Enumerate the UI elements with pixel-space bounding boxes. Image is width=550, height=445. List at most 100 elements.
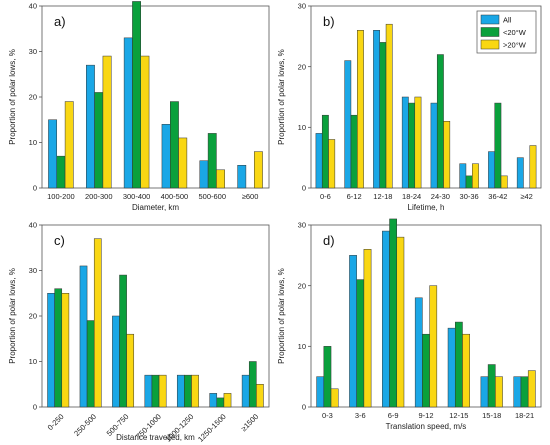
bar-20W-2 [132,1,141,189]
x-tick-label: 100-200 [47,192,75,201]
bar-20W-5 [223,393,232,408]
y-tick-label: 0 [302,403,306,412]
y-tick-label: 0 [33,403,37,412]
bar-20W-1 [350,114,358,189]
bar-20W-4 [454,321,463,408]
bar-20W-6 [520,376,529,408]
x-tick-label: 36-42 [488,192,507,201]
panel-c: 0 10 20 30 40 Proportion of polar lows, % 0-25… [8,221,270,444]
bar-20W-6 [494,102,502,189]
bar-20W-5 [216,397,225,408]
bar-20W-4 [436,54,444,189]
legend-swatch [480,27,500,37]
y-tick-label: 20 [29,312,37,321]
x-tick-label: 300-400 [123,192,151,201]
bar-All-2 [373,30,380,189]
x-tick-label: 12-18 [373,192,392,201]
y-tick-label: 30 [29,47,37,56]
x-tick-label: 1250-1500 [196,412,228,444]
bar-20W-1 [363,249,372,408]
x-tick-label: 15-18 [482,411,501,420]
y-axis-label: Proportion of polar lows, % [8,49,17,145]
bar-20W-1 [102,55,112,189]
bar-20W-6 [248,361,257,408]
panel-a: 0 10 20 30 40 Proportion of polar lows, % 100-… [8,1,270,212]
y-tick-label: 40 [29,2,37,11]
bar-20W-0 [56,155,66,189]
x-tick-label: 0-250 [46,412,66,432]
bar-20W-3 [170,101,179,189]
bar-20W-5 [487,364,496,408]
y-axis-label: Proportion of polar lows, % [277,268,286,364]
y-tick-label: 0 [33,184,37,193]
bar-20W-2 [396,236,405,408]
y-tick-label: 0 [302,184,306,193]
y-tick-label: 30 [298,221,306,230]
bar-20W-4 [462,333,470,408]
y-tick-label: 20 [29,93,37,102]
panel-b: 0 10 20 30 Proportion of polar lows, % 0-6 6-1… [277,2,542,212]
y-tick-label: 30 [29,266,37,275]
x-tick-label: 9-12 [418,411,433,420]
legend-label: All [503,16,512,25]
x-tick-label: 12-15 [449,411,468,420]
panel-label: d) [323,233,335,248]
x-tick-label: 6-9 [388,411,399,420]
bar-All-7 [516,157,524,189]
x-axis-label: Translation speed, m/s [386,422,467,431]
y-tick-label: 30 [298,2,306,11]
bar-20W-2 [140,55,150,189]
bar-20W-4 [443,121,451,189]
bar-20W-5 [253,151,263,189]
legend-label: <20°W [503,28,527,37]
bar-20W-6 [527,370,536,408]
bar-20W-4 [184,374,192,408]
legend-swatch [480,39,500,50]
panel-d: 0 10 20 30 Proportion of polar lows, % 0-3 3-6… [277,218,542,431]
bar-All-1 [349,255,357,408]
x-tick-label: 0-6 [320,192,331,201]
legend-label: >20°W [503,41,527,50]
bar-All-3 [144,374,153,408]
bar-20W-1 [356,279,365,408]
bar-20W-3 [158,374,167,408]
bar-20W-1 [94,92,104,189]
bar-All-4 [176,374,185,408]
panel-label: b) [323,14,335,29]
bar-All-5 [459,163,467,189]
bar-20W-1 [357,30,364,189]
bar-All-1 [79,265,88,408]
bar-All-5 [237,165,247,189]
x-tick-label: 3-6 [355,411,366,420]
bar-All-4 [447,327,456,408]
bar-All-3 [414,297,423,408]
bar-All-0 [315,133,323,189]
x-tick-label: 400-500 [161,192,189,201]
bar-All-1 [344,60,352,189]
bar-20W-6 [256,384,264,408]
bar-All-3 [401,96,409,189]
x-tick-label: ≥42 [520,192,532,201]
bar-20W-0 [330,388,339,408]
bar-20W-2 [389,218,398,408]
y-tick-label: 10 [29,138,37,147]
y-tick-label: 10 [29,357,37,366]
bar-20W-5 [495,376,503,408]
bar-20W-4 [216,169,225,189]
x-axis-label: Diameter, km [132,203,179,212]
bar-20W-0 [328,139,336,189]
bar-20W-0 [323,346,332,408]
panel-label: c) [54,233,65,248]
bar-20W-2 [385,23,393,189]
bar-20W-3 [414,96,422,189]
bar-20W-6 [500,175,508,189]
legend-swatch [480,14,500,25]
x-tick-label: 24-30 [431,192,450,201]
bar-20W-3 [408,102,416,189]
plot-frame [41,5,270,189]
x-tick-label: 18-21 [515,411,534,420]
bar-All-2 [382,230,390,408]
bar-All-0 [316,376,325,408]
bar-20W-0 [61,293,70,408]
